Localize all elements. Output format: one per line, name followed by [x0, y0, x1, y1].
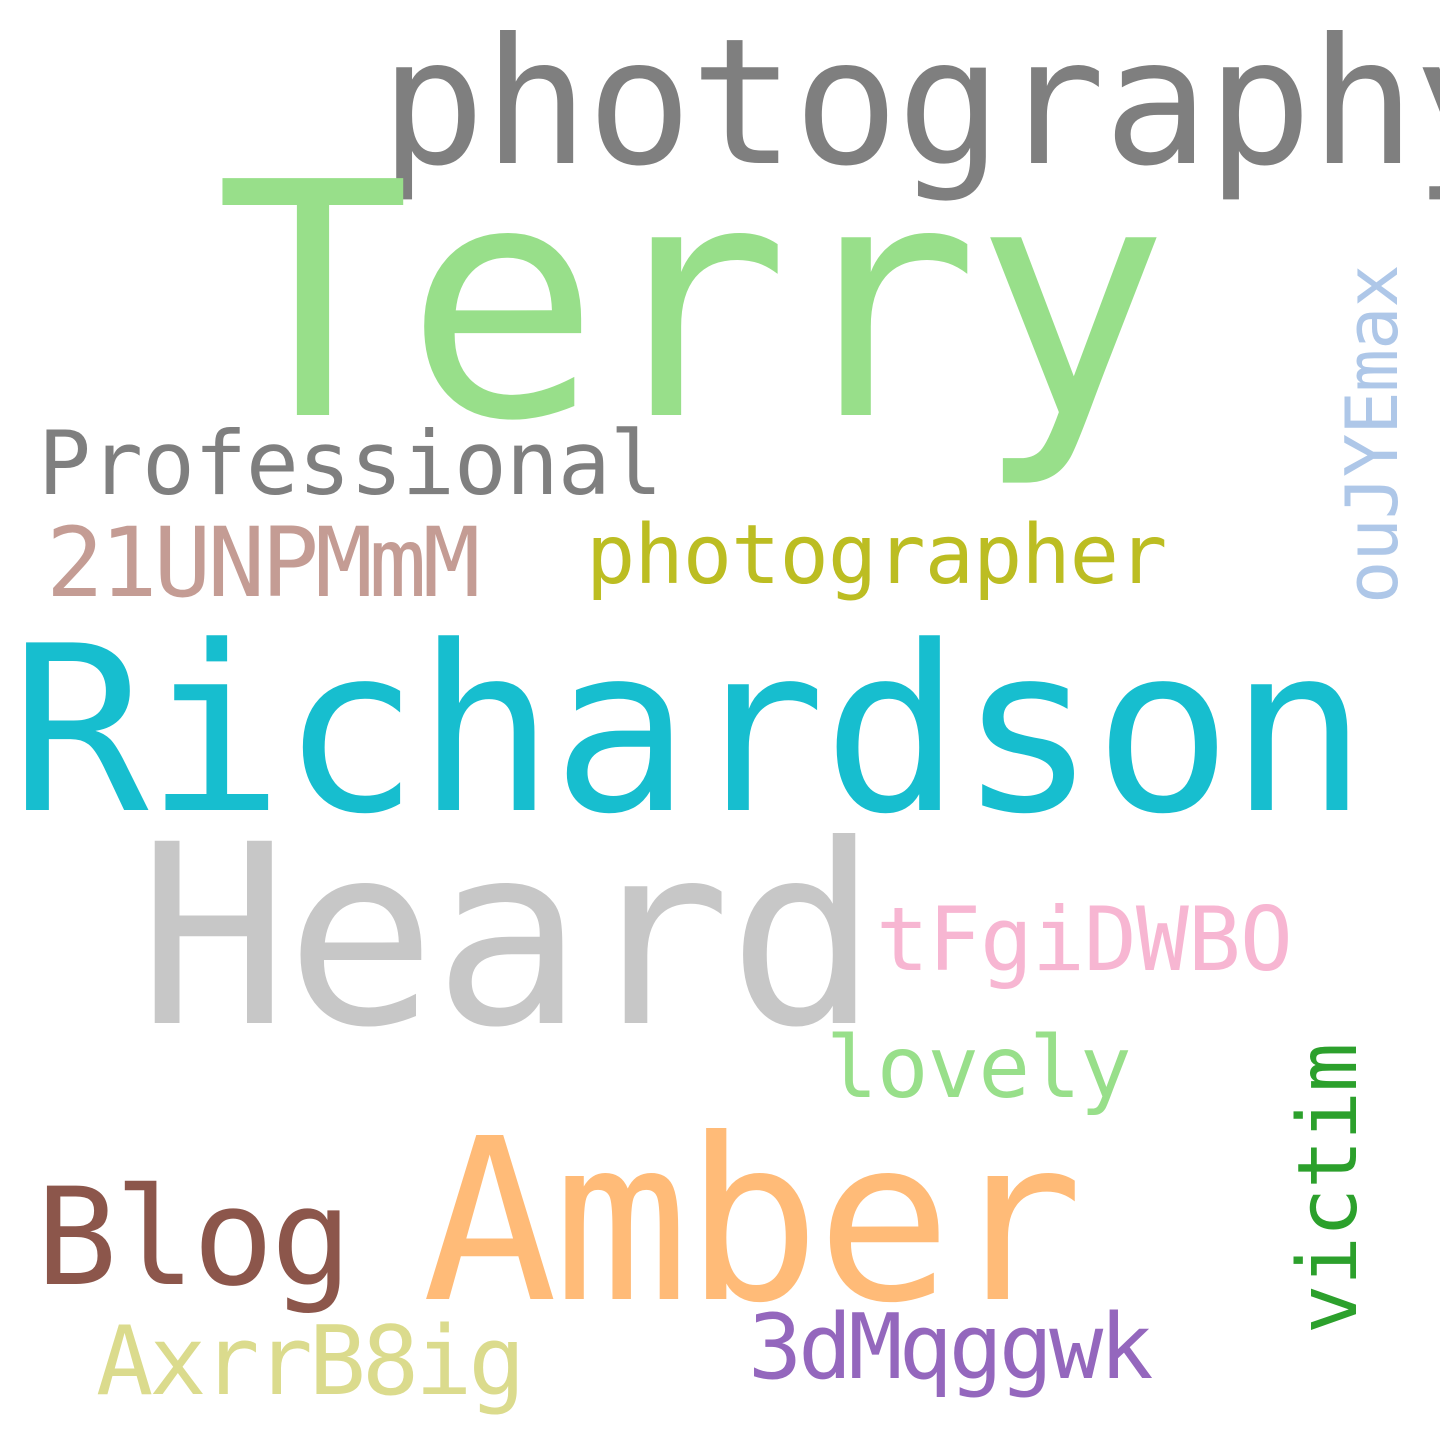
word-professional: Professional — [38, 412, 663, 515]
word-21unpmmm: 21UNPMmM — [46, 507, 480, 619]
word-axrrb8ig: AxrrB8ig — [96, 1307, 526, 1417]
word-lovely: lovely — [826, 1018, 1132, 1118]
word-richardson: Richardson — [10, 598, 1368, 865]
word-victim: victim — [1281, 1043, 1376, 1334]
word-blog: Blog — [36, 1159, 352, 1316]
word-terry: Terry — [215, 113, 1169, 492]
word-photography: photography — [380, 2, 1440, 205]
word-3dmqggwk: 3dMqggwk — [748, 1295, 1153, 1400]
word-amber: Amber — [422, 1091, 1083, 1353]
word-oujyemax: ouJYEmax — [1330, 265, 1414, 604]
word-tfgidwbo: tFgiDWBO — [876, 888, 1293, 991]
word-heard: Heard — [138, 791, 879, 1082]
word-photographer: photographer — [586, 508, 1167, 603]
